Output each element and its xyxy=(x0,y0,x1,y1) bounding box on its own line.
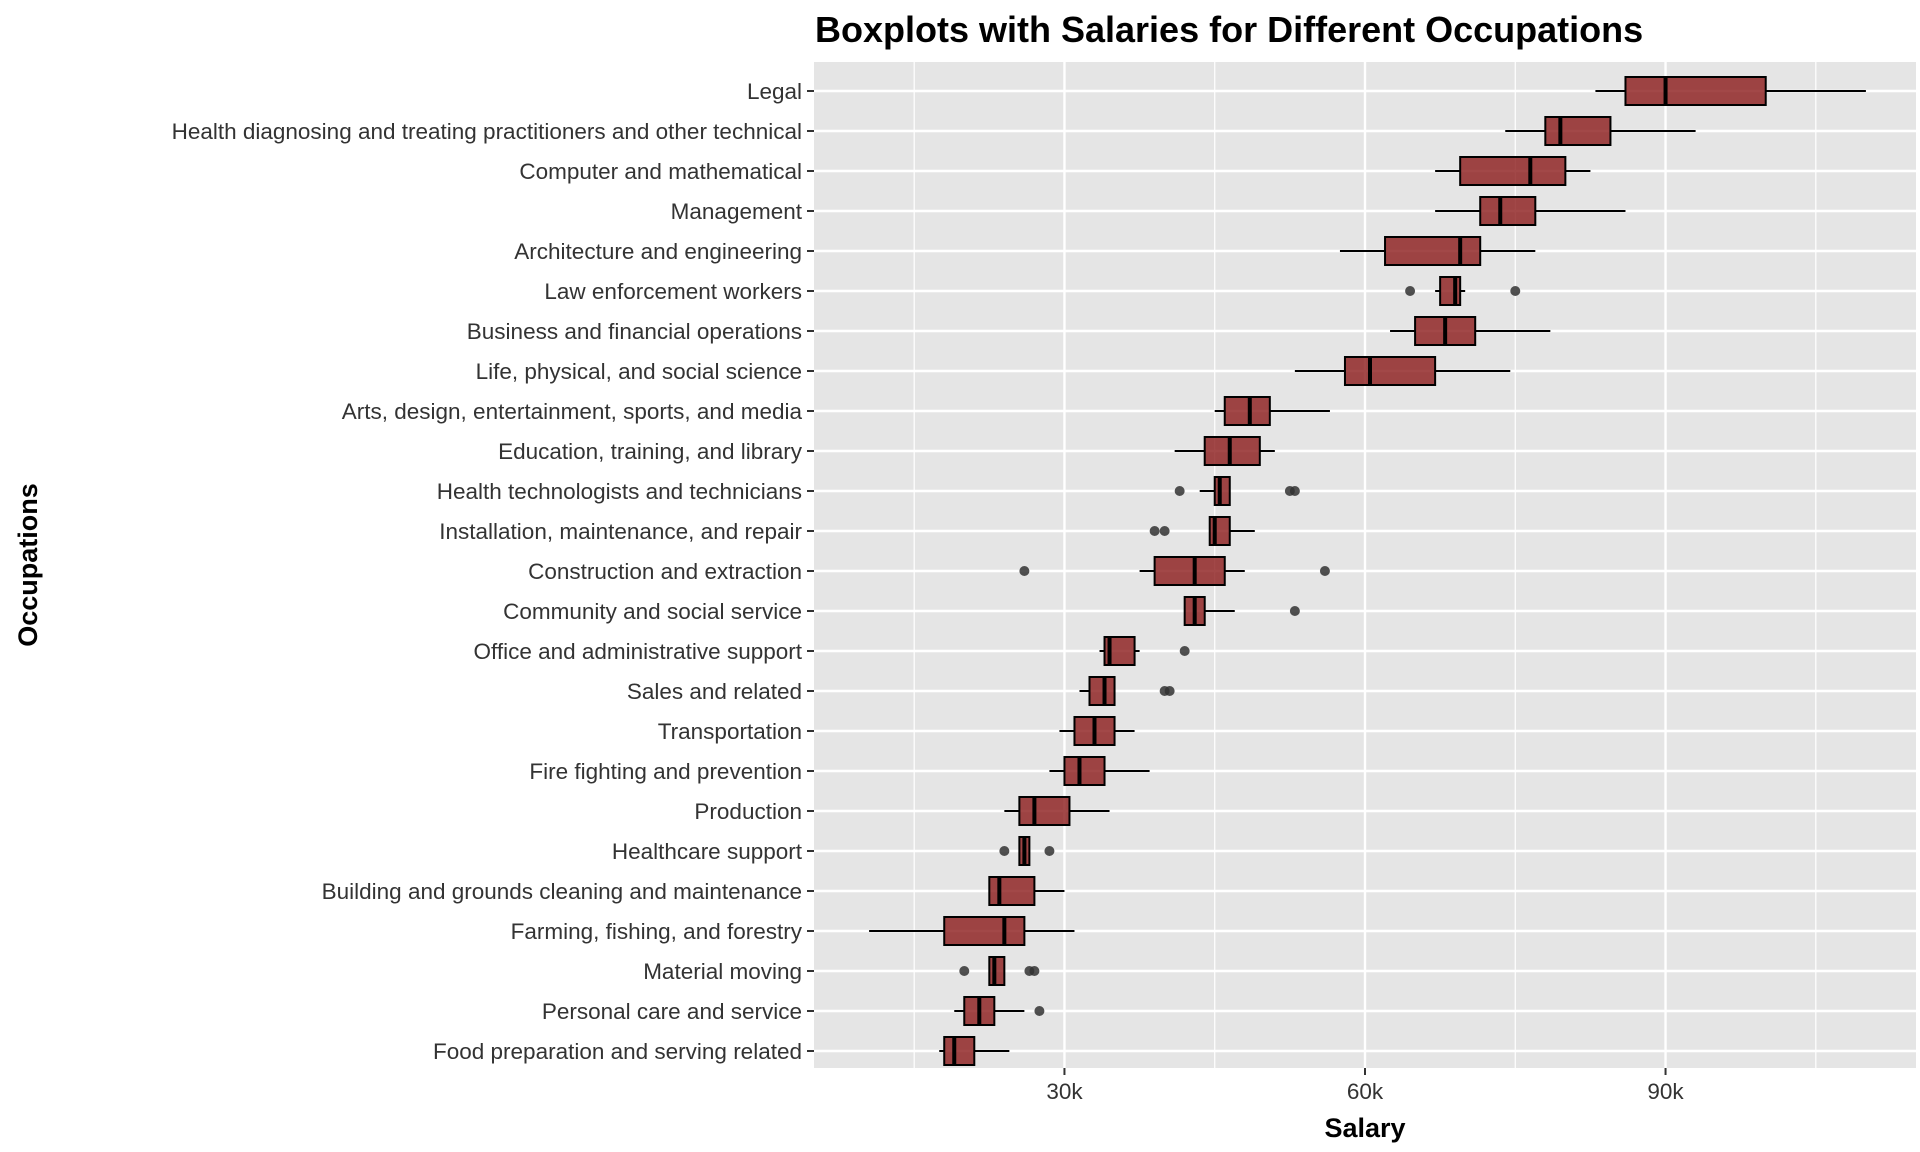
x-axis-title: Salary xyxy=(1324,1113,1405,1143)
box-17 xyxy=(1059,716,1135,746)
box-iqr xyxy=(1088,676,1116,706)
box-18 xyxy=(1049,756,1150,786)
y-tick-label: Installation, maintenance, and repair xyxy=(439,519,802,544)
y-tick-label: Architecture and engineering xyxy=(514,239,802,264)
outlier-point xyxy=(1289,486,1300,496)
y-tick-label: Production xyxy=(694,799,802,824)
box-3 xyxy=(1435,156,1591,186)
y-tick-label: Farming, fishing, and forestry xyxy=(511,919,803,944)
box-5 xyxy=(1339,236,1536,266)
box-1 xyxy=(1595,76,1866,106)
y-tick-label: Sales and related xyxy=(627,679,802,704)
chart-title: Boxplots with Salaries for Different Occ… xyxy=(815,9,1643,50)
box-19 xyxy=(1004,796,1110,826)
y-tick-label: Personal care and service xyxy=(542,999,802,1024)
box-iqr xyxy=(1343,356,1437,386)
y-axis: Legal Health diagnosing and treating prac… xyxy=(172,79,814,1064)
outlier-point xyxy=(1034,1006,1045,1016)
y-tick-label: Education, training, and library xyxy=(498,439,803,464)
box-iqr xyxy=(1203,436,1261,466)
box-iqr xyxy=(988,956,1006,986)
outlier-point xyxy=(1164,686,1175,696)
y-tick-label: Transportation xyxy=(658,719,802,744)
x-tick-label: 30k xyxy=(1046,1079,1083,1104)
outlier-point xyxy=(1179,646,1190,656)
y-tick-label: Office and administrative support xyxy=(473,639,802,664)
box-8 xyxy=(1294,356,1511,386)
outlier-point xyxy=(1149,526,1160,536)
outlier-point xyxy=(1405,286,1416,296)
box-22 xyxy=(869,916,1075,946)
y-tick-label: Management xyxy=(671,199,803,224)
x-tick-label: 60k xyxy=(1347,1079,1384,1104)
y-tick-label: Computer and mathematical xyxy=(519,159,802,184)
y-tick-label: Legal xyxy=(747,79,802,104)
box-iqr xyxy=(1544,116,1612,146)
outlier-point xyxy=(1174,486,1185,496)
box-14 xyxy=(1183,596,1300,626)
box-iqr xyxy=(1479,196,1537,226)
box-iqr xyxy=(1223,396,1271,426)
box-iqr xyxy=(1153,556,1226,586)
box-iqr xyxy=(1213,476,1231,506)
box-25 xyxy=(939,1036,1010,1066)
box-iqr xyxy=(1624,76,1767,106)
x-axis: 30k 60k 90k xyxy=(1046,1068,1684,1104)
y-tick-label: Healthcare support xyxy=(612,839,803,864)
y-axis-title: Occupations xyxy=(13,483,43,647)
box-13 xyxy=(1019,556,1330,586)
y-tick-label: Law enforcement workers xyxy=(544,279,802,304)
outlier-point xyxy=(1289,606,1300,616)
box-16 xyxy=(1079,676,1175,706)
box-iqr xyxy=(1018,796,1071,826)
outlier-point xyxy=(959,966,970,976)
box-iqr xyxy=(943,1036,976,1066)
outlier-point xyxy=(1510,286,1521,296)
box-20 xyxy=(999,836,1055,866)
box-23 xyxy=(959,956,1040,986)
y-tick-label: Fire fighting and prevention xyxy=(529,759,802,784)
box-iqr xyxy=(1208,516,1231,546)
box-iqr xyxy=(1063,756,1106,786)
y-tick-label: Food preparation and serving related xyxy=(433,1039,802,1064)
box-21 xyxy=(988,876,1065,906)
y-tick-label: Community and social service xyxy=(503,599,802,624)
box-15 xyxy=(1099,636,1190,666)
outlier-point xyxy=(1044,846,1055,856)
y-tick-label: Business and financial operations xyxy=(467,319,802,344)
box-10 xyxy=(1174,436,1275,466)
outlier-point xyxy=(1019,566,1030,576)
outlier-point xyxy=(999,846,1010,856)
outlier-point xyxy=(1159,526,1170,536)
box-group xyxy=(869,76,1866,1066)
x-tick-label: 90k xyxy=(1647,1079,1684,1104)
box-2 xyxy=(1505,116,1696,146)
box-7 xyxy=(1390,316,1551,346)
y-tick-label: Arts, design, entertainment, sports, and… xyxy=(342,399,803,424)
box-11 xyxy=(1174,476,1300,506)
box-24 xyxy=(954,996,1045,1026)
box-iqr xyxy=(1439,276,1462,306)
box-6 xyxy=(1405,276,1521,306)
y-tick-label: Building and grounds cleaning and mainte… xyxy=(322,879,802,904)
y-tick-label: Health diagnosing and treating practitio… xyxy=(172,119,802,144)
y-tick-label: Material moving xyxy=(643,959,802,984)
y-tick-label: Health technologists and technicians xyxy=(437,479,802,504)
box-12 xyxy=(1149,516,1255,546)
box-iqr xyxy=(943,916,1026,946)
outlier-point xyxy=(1029,966,1040,976)
y-tick-label: Construction and extraction xyxy=(528,559,802,584)
box-iqr xyxy=(1459,156,1567,186)
box-9 xyxy=(1214,396,1330,426)
box-iqr xyxy=(988,876,1036,906)
outlier-point xyxy=(1319,566,1330,576)
box-4 xyxy=(1435,196,1626,226)
y-tick-label: Life, physical, and social science xyxy=(476,359,802,384)
box-iqr xyxy=(1384,236,1482,266)
